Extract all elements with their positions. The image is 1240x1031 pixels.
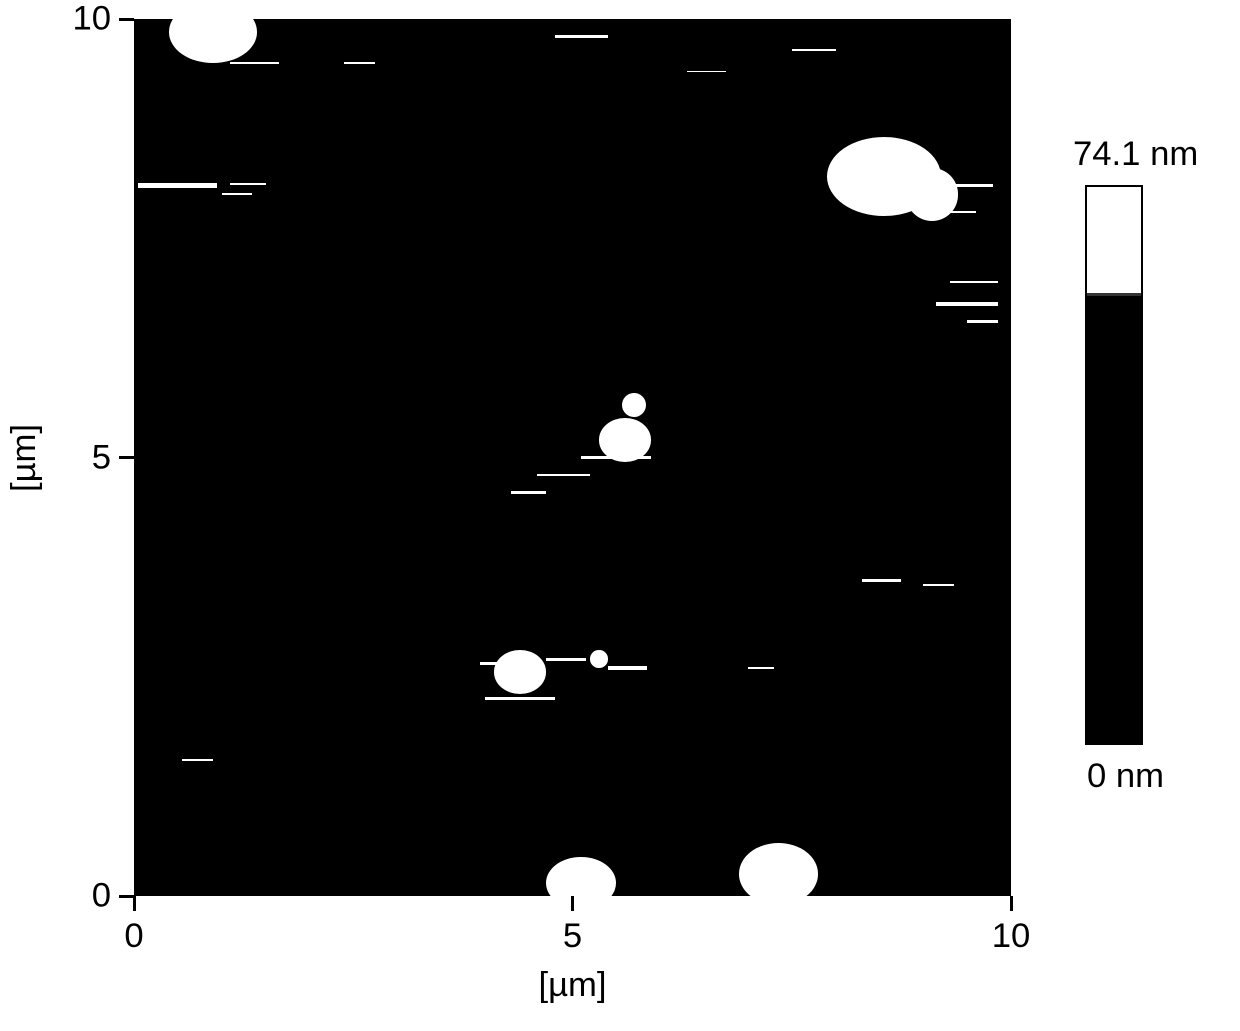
afm-scan-streak [344, 62, 375, 64]
y-axis-tick-label: 10 [72, 0, 111, 39]
afm-scan-streak [936, 302, 997, 305]
x-axis-tick-label: 5 [563, 917, 582, 956]
afm-scan-streak [555, 35, 608, 37]
afm-feature-blob [622, 393, 647, 418]
afm-feature-blob [169, 1, 257, 62]
afm-scan-streak [182, 759, 213, 762]
x-axis-tick [1010, 896, 1013, 911]
y-axis-tick-label: 5 [92, 438, 111, 477]
afm-feature-blob [546, 857, 616, 910]
afm-scan-streak [480, 662, 506, 665]
afm-scan-streak [923, 584, 954, 586]
y-axis-label: [µm] [5, 423, 44, 491]
afm-scan-streak [230, 183, 265, 186]
colorbar-max-label: 74.1 nm [1073, 135, 1198, 174]
colorbar [1085, 185, 1143, 745]
afm-scan-streak [537, 474, 590, 476]
afm-scan-streak [967, 320, 998, 322]
x-axis-tick [571, 896, 574, 911]
afm-scan-streak [546, 658, 585, 661]
afm-scan-streak [792, 49, 836, 51]
y-axis-tick-label: 0 [92, 877, 111, 916]
y-axis-tick [119, 18, 134, 21]
afm-scan-streak [687, 71, 726, 73]
colorbar-high-region [1087, 187, 1141, 296]
x-axis-tick [133, 896, 136, 911]
afm-feature-blob [739, 843, 818, 904]
x-axis-label: [µm] [538, 966, 606, 1005]
afm-scan-streak [485, 697, 555, 700]
y-axis-tick [119, 895, 134, 898]
afm-feature-blob [590, 650, 608, 668]
afm-scan-streak [511, 491, 546, 493]
afm-scan-streak [230, 62, 278, 65]
x-axis-tick-label: 0 [124, 917, 143, 956]
afm-feature-blob [494, 650, 547, 694]
afm-scan-streak [941, 211, 976, 213]
afm-scan-streak [932, 184, 993, 187]
afm-scan-streak [222, 193, 253, 195]
figure-root: [µm] [µm] 74.1 nm 0 nm 0 5 10 0 5 10 [0, 0, 1240, 1031]
afm-scan-streak [608, 666, 647, 670]
afm-scan-streak [748, 667, 774, 669]
x-axis-tick-label: 10 [992, 917, 1031, 956]
afm-scan-streak [862, 579, 901, 582]
afm-scan-streak [581, 456, 651, 459]
afm-scan-streak [138, 183, 217, 187]
afm-plot-area [134, 19, 1011, 896]
colorbar-min-label: 0 nm [1087, 757, 1164, 796]
y-axis-tick [119, 456, 134, 459]
afm-scan-streak [950, 281, 998, 284]
